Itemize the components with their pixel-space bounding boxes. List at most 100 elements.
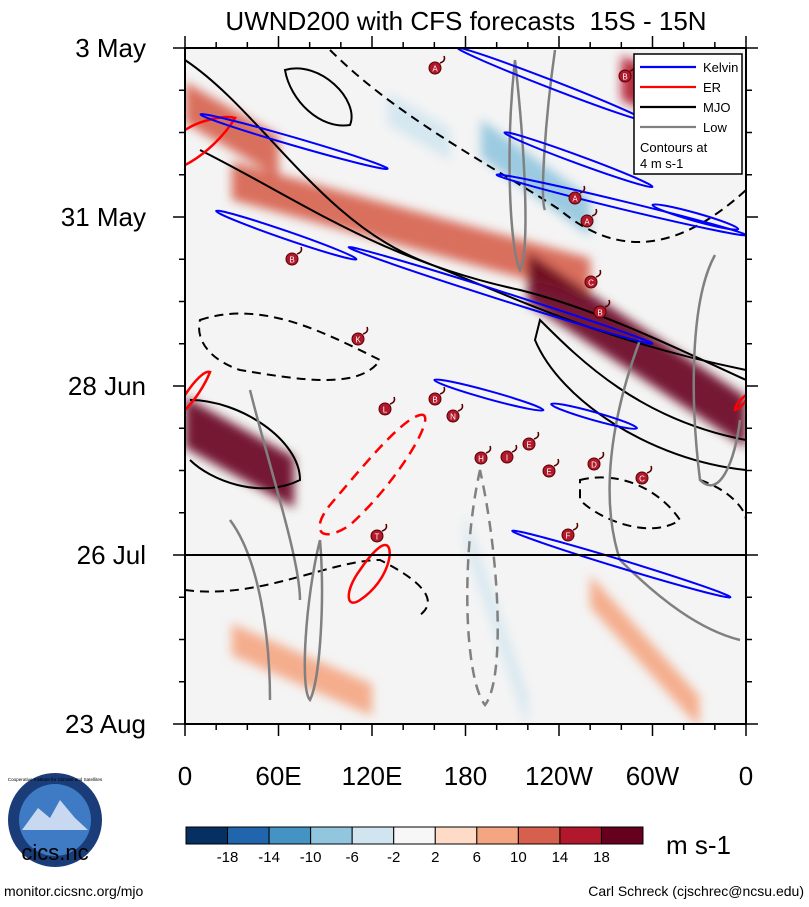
legend-label: Kelvin bbox=[703, 60, 738, 75]
kelvin-contours bbox=[199, 48, 746, 599]
x-tick-label: 0 bbox=[739, 761, 753, 791]
chart-title: UWND200 with CFS forecasts 15S - 15N bbox=[225, 6, 706, 36]
svg-text:B: B bbox=[289, 256, 294, 265]
er-contour bbox=[185, 370, 212, 411]
colorbar-swatch bbox=[351, 826, 395, 845]
cyclone-marker: C bbox=[635, 465, 653, 485]
colorbar-swatch bbox=[517, 826, 561, 845]
anomaly-band bbox=[590, 575, 700, 724]
cyclone-marker: B bbox=[618, 63, 636, 83]
svg-text:B: B bbox=[597, 309, 602, 318]
svg-text:B: B bbox=[432, 396, 437, 405]
cyclone-marker: H bbox=[474, 445, 492, 465]
svg-text:A: A bbox=[432, 65, 438, 74]
kelvin-contour bbox=[550, 402, 638, 430]
anomaly-band bbox=[185, 396, 295, 508]
cyclone-marker: F bbox=[561, 522, 579, 542]
colorbar-swatch bbox=[185, 826, 229, 845]
er-contour bbox=[347, 543, 391, 604]
axis-ticks bbox=[173, 36, 758, 736]
low-contour bbox=[541, 49, 557, 211]
mjo-contour bbox=[199, 149, 746, 381]
author-credit: Carl Schreck (cjschrec@ncsu.edu) bbox=[588, 883, 804, 899]
svg-text:L: L bbox=[383, 406, 388, 415]
colorbar-swatch bbox=[310, 826, 353, 845]
colorbar-label: 2 bbox=[431, 849, 439, 866]
kelvin-contour bbox=[199, 113, 389, 170]
logo-text: cics.nc bbox=[21, 840, 88, 865]
colorbar-label: -18 bbox=[217, 849, 239, 866]
svg-text:C: C bbox=[588, 279, 594, 288]
cyclone-marker: E bbox=[522, 431, 540, 451]
colorbar-label: 14 bbox=[552, 849, 569, 866]
svg-text:C: C bbox=[639, 475, 645, 484]
kelvin-contour bbox=[651, 203, 740, 231]
cyclone-marker: A bbox=[428, 55, 446, 75]
low-contour bbox=[508, 59, 527, 273]
colorbar-swatch bbox=[600, 826, 644, 845]
kelvin-contour bbox=[215, 209, 358, 261]
cyclone-marker: I bbox=[500, 444, 518, 464]
kelvin-contour bbox=[511, 529, 732, 599]
cyclone-marker: B bbox=[285, 246, 303, 266]
x-axis-labels: 0 60E 120E 180 120W 60W 0 bbox=[178, 761, 753, 791]
er-contour bbox=[318, 413, 427, 536]
cyclone-marker: A bbox=[580, 208, 598, 228]
colorbar-swatch bbox=[476, 826, 519, 845]
cyclone-marker: C bbox=[584, 269, 602, 289]
legend-label: ER bbox=[703, 80, 721, 95]
svg-text:T: T bbox=[375, 533, 380, 542]
svg-text:K: K bbox=[355, 336, 361, 345]
svg-text:A: A bbox=[572, 195, 578, 204]
colorbar-swatch bbox=[393, 826, 436, 845]
svg-text:E: E bbox=[546, 468, 551, 477]
cyclone-marker: E bbox=[542, 458, 560, 478]
cyclone-marker: B bbox=[593, 299, 611, 319]
y-tick-label: 23 Aug bbox=[65, 709, 146, 739]
cyclone-marker: A bbox=[568, 185, 586, 205]
y-tick-label: 31 May bbox=[61, 202, 146, 232]
svg-text:E: E bbox=[526, 441, 531, 450]
low-contour bbox=[228, 519, 272, 701]
cyclone-marker: L bbox=[378, 396, 396, 416]
x-tick-label: 0 bbox=[178, 761, 192, 791]
er-contours bbox=[185, 115, 746, 604]
colorbar-label: -6 bbox=[346, 849, 359, 866]
kelvin-contour bbox=[433, 378, 545, 412]
anomaly-band bbox=[185, 81, 279, 178]
mjo-contour bbox=[189, 399, 302, 490]
colorbar-swatch bbox=[268, 826, 312, 845]
cicsnc-logo: Cooperative Institute for Climate and Sa… bbox=[8, 773, 103, 867]
low-contour bbox=[248, 389, 302, 601]
website-link[interactable]: monitor.cicsnc.org/mjo bbox=[4, 883, 143, 899]
colorbar-units: m s-1 bbox=[666, 830, 731, 860]
svg-text:B: B bbox=[622, 73, 627, 82]
cyclone-marker: D bbox=[587, 451, 605, 471]
cyclone-markers: A B A A B C B K B N L H I E E D C T F bbox=[285, 55, 653, 543]
colorbar-label: -14 bbox=[258, 849, 280, 866]
legend-label: MJO bbox=[703, 100, 730, 115]
mjo-contours bbox=[185, 49, 746, 616]
colorbar-label: -2 bbox=[387, 849, 400, 866]
colorbar-label: -10 bbox=[300, 849, 322, 866]
svg-text:I: I bbox=[506, 454, 508, 463]
y-tick-label: 3 May bbox=[75, 33, 146, 63]
x-tick-label: 120W bbox=[525, 761, 593, 791]
legend-note-line1: Contours at bbox=[640, 140, 708, 155]
legend-note-line2: 4 m s-1 bbox=[640, 156, 683, 171]
kelvin-contour bbox=[503, 131, 654, 189]
legend-box bbox=[633, 53, 743, 175]
mjo-contour bbox=[283, 67, 353, 127]
y-tick-label: 28 Jun bbox=[68, 371, 146, 401]
colorbar-label: 10 bbox=[510, 849, 527, 866]
x-tick-label: 120E bbox=[342, 761, 403, 791]
x-tick-label: 60W bbox=[626, 761, 680, 791]
er-contour bbox=[733, 394, 746, 412]
colorbar-swatch bbox=[559, 826, 602, 845]
svg-text:N: N bbox=[450, 413, 456, 422]
cyclone-marker: N bbox=[446, 403, 464, 423]
colorbar-label: 18 bbox=[593, 849, 610, 866]
kelvin-contour bbox=[347, 246, 654, 345]
cyclone-marker: B bbox=[428, 386, 446, 406]
